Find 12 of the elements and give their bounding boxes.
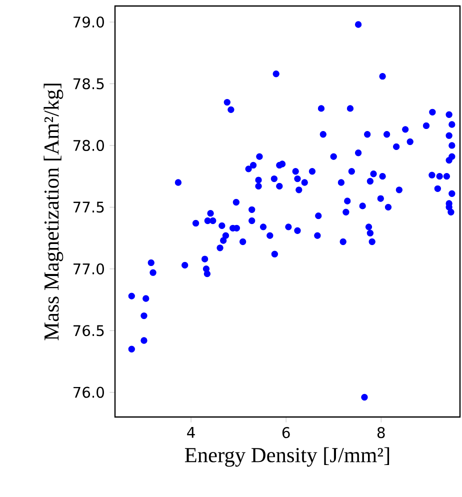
x-axis-title: Energy Density [J/mm²] xyxy=(184,447,390,467)
y-tick-label: 77.5 xyxy=(74,202,104,213)
y-axis-title: Mass Magnetization [Am²/kg] xyxy=(44,84,64,340)
y-tick-label: 78.0 xyxy=(74,140,104,152)
y-tick-label: 76.0 xyxy=(74,386,104,398)
y-tick-label: 79.0 xyxy=(74,16,104,28)
y-tick-label: 78.5 xyxy=(74,78,104,90)
x-tick-label: 6 xyxy=(282,427,290,438)
x-tick-label: 4 xyxy=(187,427,195,438)
y-tick-label: 77.0 xyxy=(74,263,104,274)
y-tick-label: 76.5 xyxy=(74,325,104,336)
x-tick-label: 8 xyxy=(377,427,385,438)
